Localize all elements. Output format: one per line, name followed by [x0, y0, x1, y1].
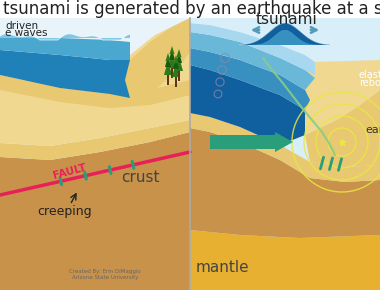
Polygon shape — [0, 18, 130, 32]
Polygon shape — [174, 55, 179, 63]
Polygon shape — [176, 49, 182, 57]
Polygon shape — [190, 65, 305, 145]
Polygon shape — [190, 23, 315, 75]
Text: mantle: mantle — [195, 260, 249, 276]
Text: elast: elast — [358, 70, 380, 80]
Polygon shape — [169, 49, 175, 60]
Text: creeping: creeping — [38, 206, 92, 218]
Polygon shape — [190, 48, 310, 110]
Polygon shape — [190, 113, 380, 182]
Polygon shape — [171, 68, 173, 78]
Polygon shape — [0, 50, 130, 98]
Text: crust: crust — [121, 171, 159, 186]
Polygon shape — [168, 54, 176, 68]
Text: rebo: rebo — [359, 78, 380, 88]
Polygon shape — [176, 52, 182, 63]
FancyArrow shape — [210, 132, 293, 152]
Polygon shape — [190, 128, 380, 238]
Polygon shape — [175, 57, 183, 71]
Polygon shape — [173, 58, 179, 69]
Polygon shape — [164, 61, 172, 75]
Text: Arizona State University: Arizona State University — [72, 276, 138, 280]
Polygon shape — [0, 38, 130, 60]
Polygon shape — [0, 132, 190, 290]
Bar — [0, 18, 190, 290]
Polygon shape — [190, 230, 380, 290]
Polygon shape — [0, 18, 190, 146]
Polygon shape — [0, 262, 190, 290]
Text: Created By: Erin DiMaggio: Created By: Erin DiMaggio — [69, 269, 141, 275]
Text: e waves: e waves — [5, 28, 48, 38]
Text: tsunami is generated by an earthquake at a subduc: tsunami is generated by an earthquake at… — [3, 0, 380, 18]
Text: tsunami: tsunami — [256, 12, 318, 28]
Polygon shape — [0, 34, 130, 40]
Polygon shape — [167, 75, 169, 85]
Text: driven: driven — [5, 21, 38, 31]
Polygon shape — [0, 120, 190, 160]
Polygon shape — [172, 63, 180, 77]
Polygon shape — [166, 53, 171, 61]
Bar — [190, 18, 380, 290]
Polygon shape — [190, 18, 380, 62]
Bar — [0, 0, 380, 18]
Text: FAULT: FAULT — [52, 163, 88, 181]
Polygon shape — [175, 77, 177, 87]
Polygon shape — [165, 56, 171, 67]
Polygon shape — [190, 32, 315, 90]
Polygon shape — [305, 90, 380, 167]
Text: ear: ear — [366, 125, 380, 135]
Polygon shape — [0, 75, 190, 108]
Polygon shape — [305, 18, 380, 135]
Polygon shape — [178, 71, 180, 81]
Polygon shape — [125, 18, 190, 98]
Polygon shape — [169, 46, 174, 54]
